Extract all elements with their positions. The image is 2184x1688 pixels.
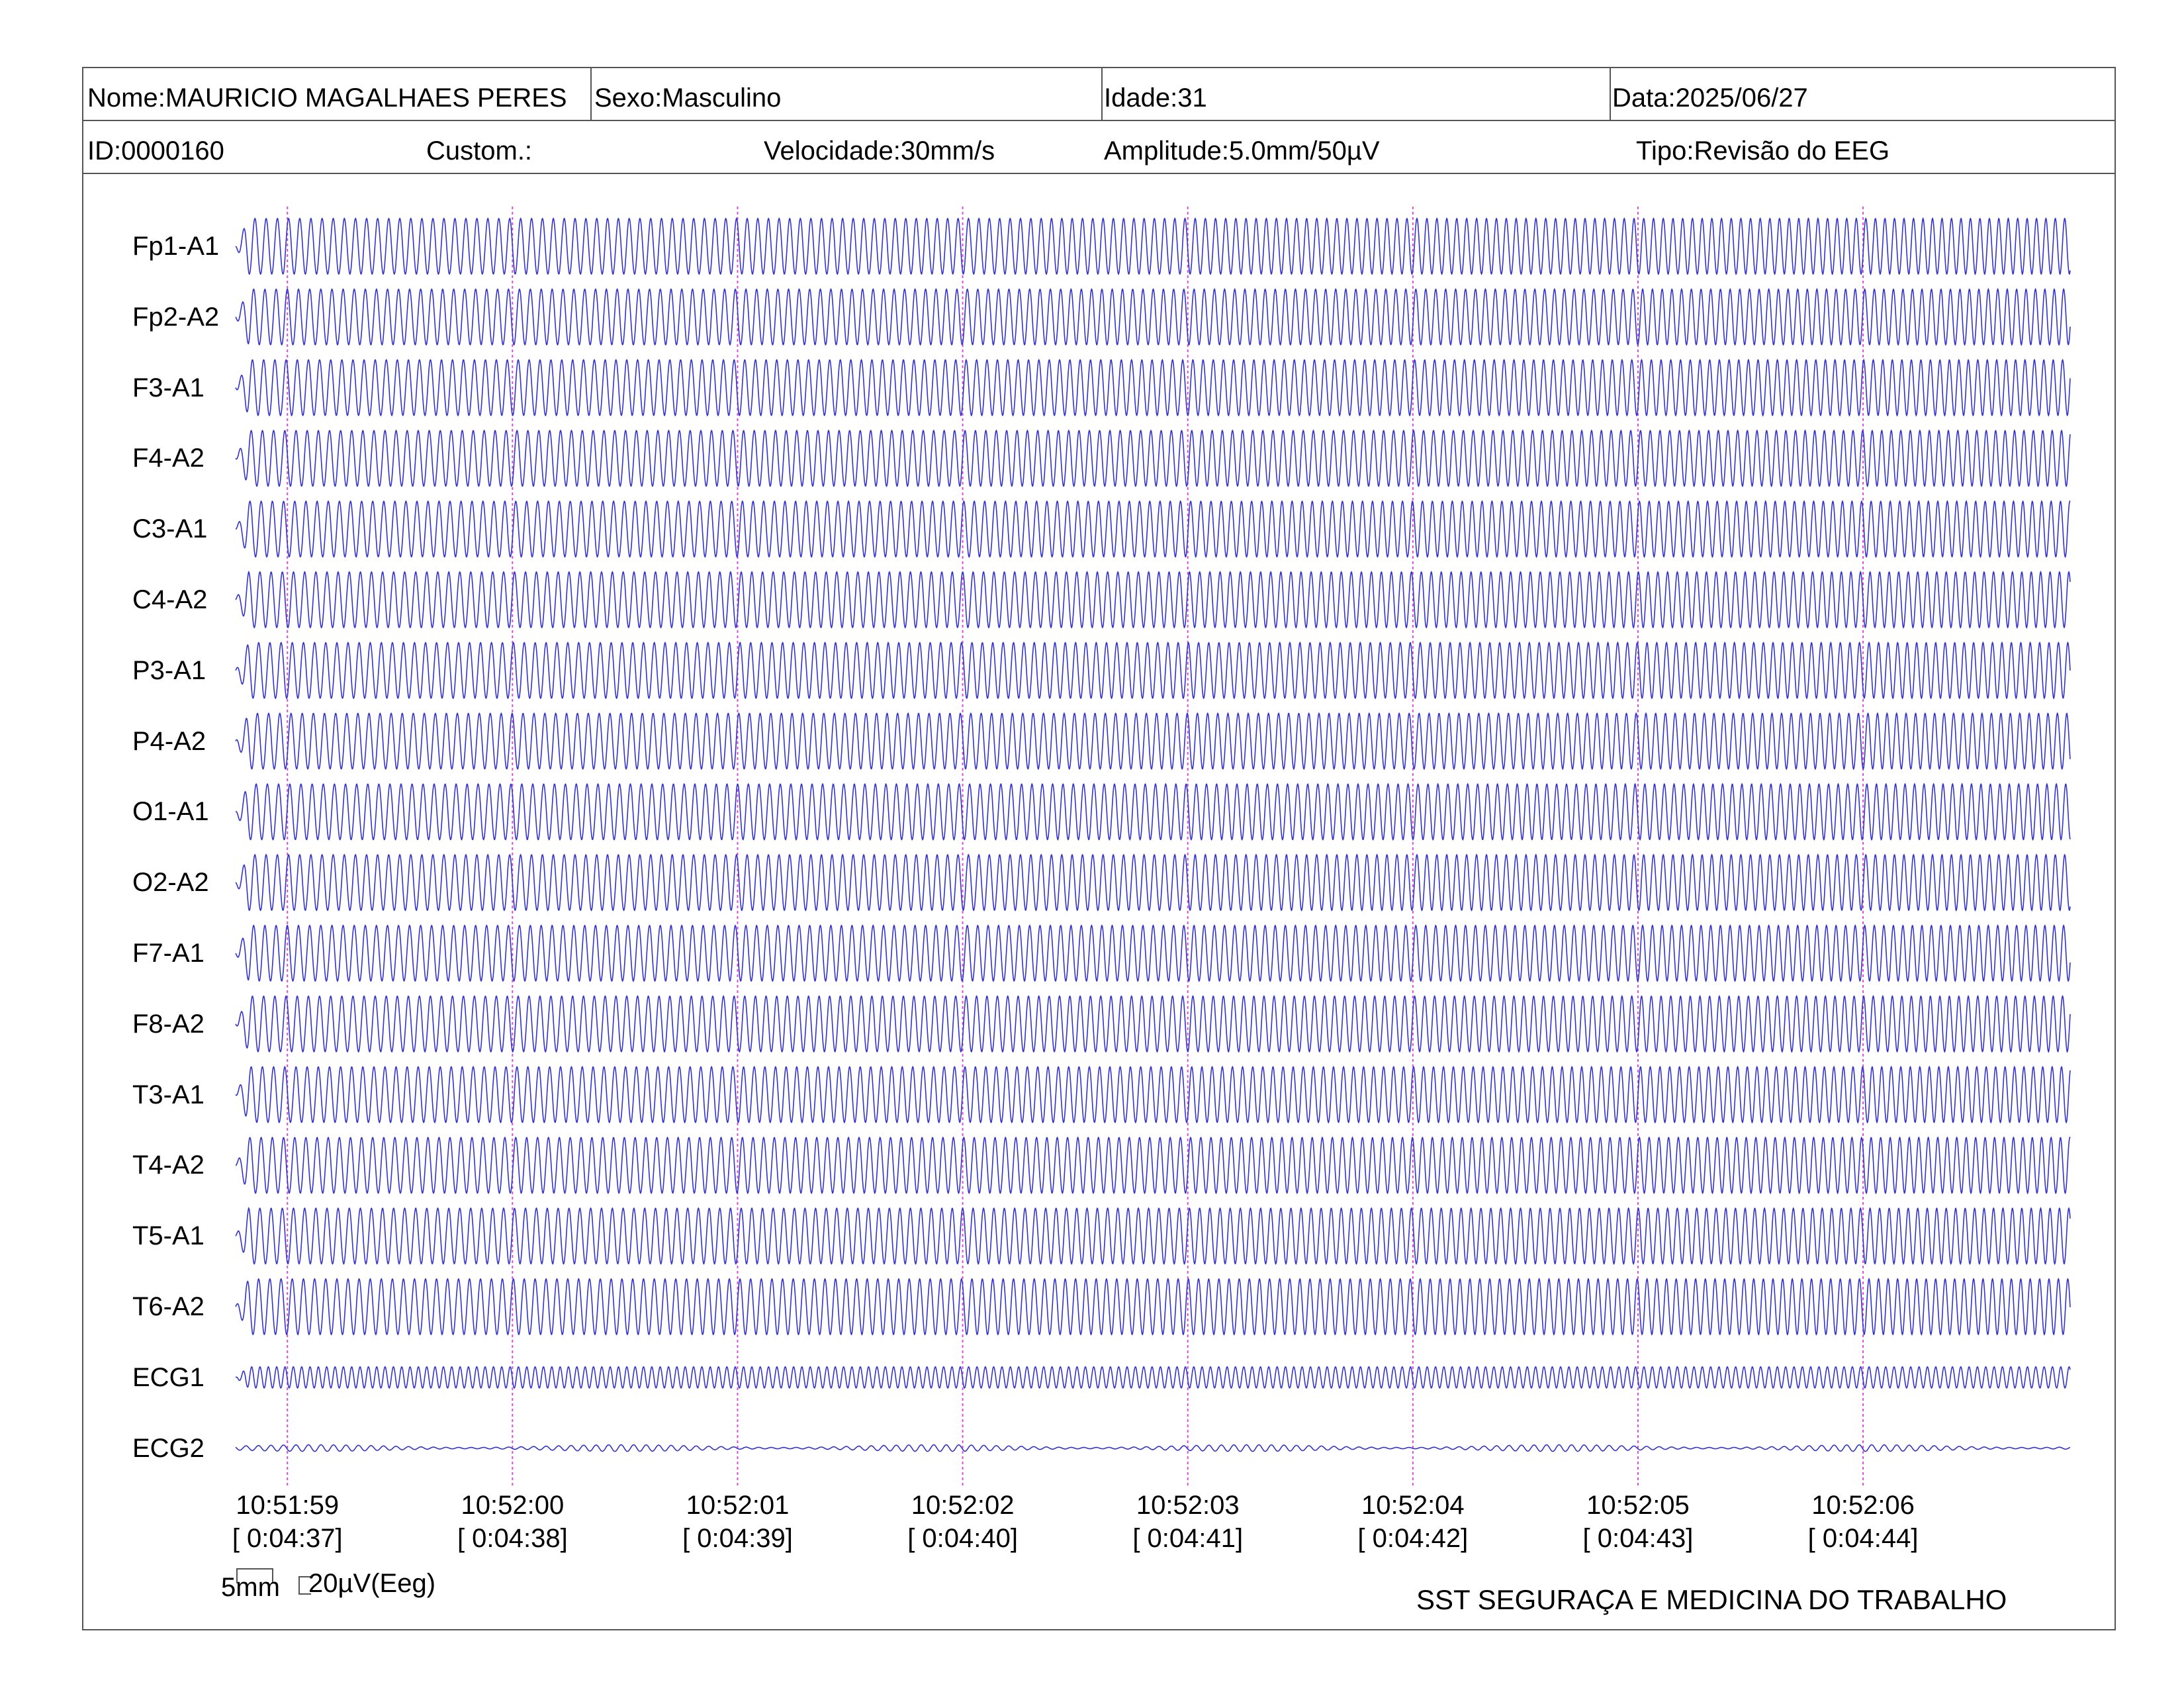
trace-p3-a1 (235, 641, 2071, 700)
channel-label-f7-a1: F7-A1 (132, 939, 205, 968)
time-tick-clock: 10:52:03 (1136, 1491, 1240, 1520)
channel-label-ecg1: ECG1 (132, 1362, 205, 1392)
channel-label-o1-a1: O1-A1 (132, 797, 209, 827)
patient-sex: Sexo:Masculino (594, 83, 782, 113)
exam-type: Tipo:Revisão do EEG (1636, 136, 1890, 165)
channel-label-c4-a2: C4-A2 (132, 585, 208, 614)
trace-t4-a2 (235, 1136, 2071, 1195)
channel-label-o2-a2: O2-A2 (132, 868, 209, 898)
time-tick-elapsed: [ 0:04:41] (1132, 1524, 1244, 1553)
report-frame (82, 67, 2116, 1630)
time-tick-elapsed: [ 0:04:40] (907, 1524, 1018, 1553)
channel-label-fp2-a2: Fp2-A2 (132, 302, 220, 332)
time-tick-clock: 10:52:06 (1811, 1491, 1915, 1520)
patient-age: Idade:31 (1104, 83, 1207, 113)
channel-label-p4-a2: P4-A2 (132, 726, 206, 756)
channel-label-t6-a2: T6-A2 (132, 1292, 205, 1321)
time-tick-elapsed: [ 0:04:39] (682, 1524, 793, 1553)
trace-t3-a1 (235, 1065, 2071, 1124)
channel-label-f8-a2: F8-A2 (132, 1009, 205, 1039)
channel-label-ecg2: ECG2 (132, 1433, 205, 1463)
channel-label-c3-a1: C3-A1 (132, 514, 208, 544)
header-bottom-divider (83, 173, 2115, 174)
time-tick-elapsed: [ 0:04:43] (1582, 1524, 1694, 1553)
channel-label-t3-a1: T3-A1 (132, 1080, 205, 1109)
scale-mm-label: 5mm (221, 1573, 280, 1602)
header-cell-divider (1610, 68, 1611, 121)
trace-o1-a1 (235, 782, 2071, 841)
trace-f8-a2 (235, 994, 2071, 1053)
trace-t6-a2 (235, 1278, 2071, 1336)
exam-date: Data:2025/06/27 (1612, 83, 1808, 113)
trace-ecg1 (235, 1366, 2071, 1389)
organization-name: SST SEGURAÇA E MEDICINA DO TRABALHO (1416, 1584, 2007, 1615)
patient-id: ID:0000160 (87, 136, 224, 165)
channel-label-p3-a1: P3-A1 (132, 655, 206, 685)
trace-o2-a2 (235, 853, 2071, 912)
trace-f4-a2 (235, 429, 2071, 488)
channel-label-fp1-a1: Fp1-A1 (132, 232, 220, 261)
trace-ecg2 (235, 1444, 2071, 1452)
time-tick-clock: 10:52:05 (1586, 1491, 1690, 1520)
channel-label-t4-a2: T4-A2 (132, 1150, 205, 1180)
time-tick-clock: 10:52:00 (461, 1491, 565, 1520)
trace-fp2-a2 (235, 287, 2071, 346)
time-tick-elapsed: [ 0:04:37] (232, 1524, 343, 1553)
scale-uv-bracket-icon (298, 1576, 311, 1595)
channel-label-f4-a2: F4-A2 (132, 444, 205, 473)
time-tick-clock: 10:51:59 (236, 1491, 340, 1520)
time-tick-clock: 10:52:01 (686, 1491, 790, 1520)
header-row-divider (83, 120, 2115, 121)
time-tick-clock: 10:52:04 (1361, 1491, 1465, 1520)
time-tick-elapsed: [ 0:04:44] (1807, 1524, 1919, 1553)
trace-t5-a1 (235, 1207, 2071, 1266)
header-cell-divider (1101, 68, 1103, 121)
scale-mm-bracket-icon (236, 1568, 273, 1583)
trace-c4-a2 (235, 571, 2071, 629)
header-cell-divider (590, 68, 592, 121)
trace-f3-a1 (235, 358, 2071, 417)
channel-label-f3-a1: F3-A1 (132, 373, 205, 402)
time-tick-elapsed: [ 0:04:42] (1357, 1524, 1469, 1553)
scale-uv-label: 20µV(Eeg) (308, 1569, 436, 1598)
trace-c3-a1 (236, 500, 2071, 559)
patient-name: Nome:MAURICIO MAGALHAES PERES (87, 83, 567, 113)
channel-label-t5-a1: T5-A1 (132, 1221, 205, 1251)
time-tick-elapsed: [ 0:04:38] (457, 1524, 568, 1553)
trace-p4-a2 (235, 712, 2071, 771)
recording-speed: Velocidade:30mm/s (764, 136, 995, 165)
trace-fp1-a1 (235, 217, 2071, 275)
recording-amplitude: Amplitude:5.0mm/50µV (1104, 136, 1380, 165)
time-tick-clock: 10:52:02 (911, 1491, 1015, 1520)
custom-field: Custom.: (426, 136, 533, 165)
trace-f7-a1 (235, 924, 2071, 982)
